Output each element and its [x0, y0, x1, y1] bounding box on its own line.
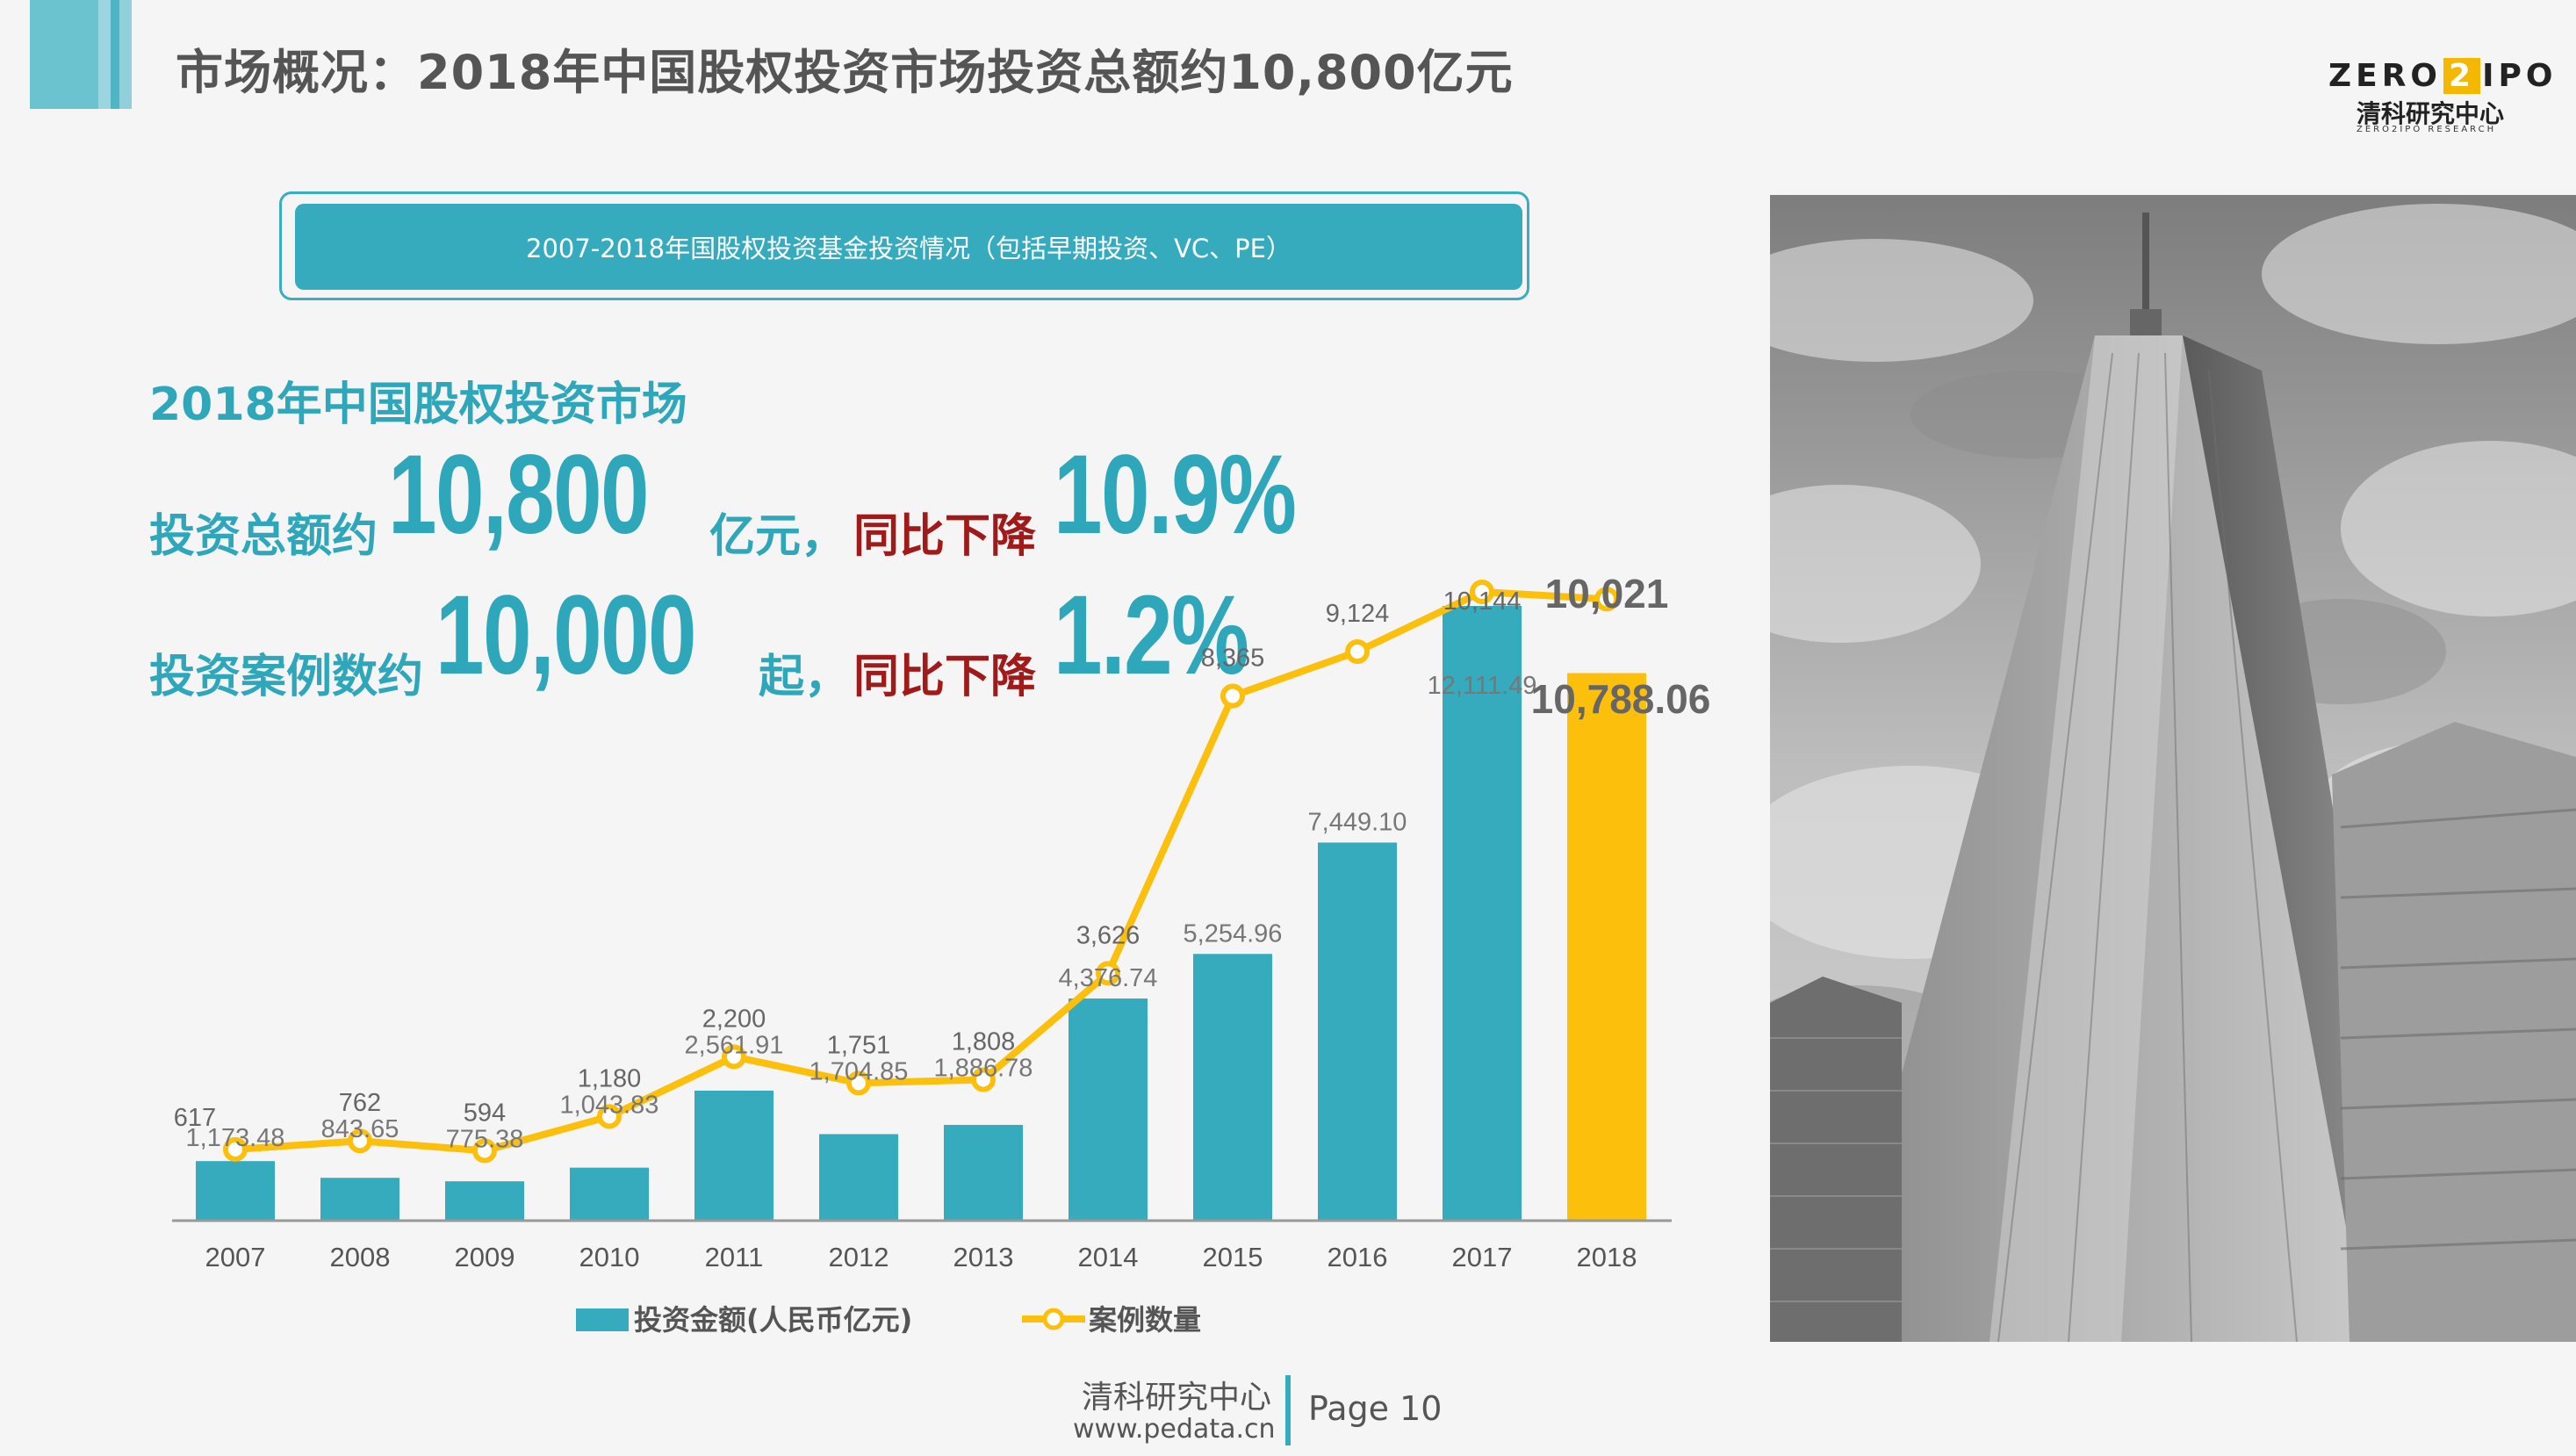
- headline-total-prefix: 投资总额约: [149, 510, 378, 563]
- line-value-label: 10,144: [1443, 587, 1522, 616]
- line-value-label: 3,626: [1076, 921, 1140, 949]
- line-value-label: 1,808: [952, 1028, 1016, 1056]
- x-tick-label: 2007: [205, 1242, 266, 1272]
- case-count-line: [234, 588, 1608, 1155]
- logo: ZERO 2 IPO: [2328, 58, 2557, 94]
- headline-cases-value: 10,000: [435, 573, 697, 698]
- line-point-2015: [1220, 683, 1245, 709]
- logo-word-left: ZERO: [2328, 58, 2443, 94]
- headline-total-unit: 亿元，: [709, 510, 847, 563]
- line-value-label: 617: [174, 1104, 216, 1132]
- logo-word-right: IPO: [2482, 58, 2558, 94]
- header-stripe-4: [119, 0, 132, 109]
- bar-value-label: 5,254.96: [1184, 919, 1283, 948]
- bar-2009: [445, 1181, 524, 1221]
- footer-divider: [1285, 1375, 1291, 1445]
- line-point-2014: [1096, 961, 1120, 986]
- line-value-label: 594: [464, 1099, 506, 1127]
- line-value-label: 1,180: [578, 1064, 642, 1092]
- bar-2007: [196, 1161, 275, 1221]
- bar-2012: [819, 1134, 898, 1221]
- bar-value-label: 1,704.85: [809, 1057, 909, 1085]
- line-value-label: 10,021: [1545, 571, 1669, 616]
- legend-bar-label: 投资金额(人民币亿元): [634, 1303, 912, 1337]
- line-point-2018: [1594, 587, 1619, 612]
- x-tick-label: 2018: [1577, 1242, 1637, 1272]
- x-tick-label: 2011: [705, 1242, 764, 1272]
- legend-line-marker: [1042, 1308, 1065, 1330]
- x-tick-label: 2012: [829, 1242, 889, 1272]
- bar-2016: [1318, 842, 1397, 1221]
- investment-chart: 2007 2008 2009 2010 2011 2012 2013 2014 2015 2016…: [172, 571, 1711, 1337]
- line-point-2007: [223, 1136, 248, 1162]
- line-value-label: 1,751: [827, 1031, 891, 1059]
- x-tick-label: 2015: [1203, 1242, 1263, 1272]
- headline-cases-prefix: 投资案例数约: [149, 651, 424, 703]
- bar-value-label: 10,788.06: [1531, 676, 1711, 722]
- bar-2018: [1567, 673, 1646, 1221]
- line-point-2011: [722, 1044, 746, 1070]
- bar-value-label: 1,043.83: [560, 1091, 659, 1119]
- headline-line-2: 投资总额约 10,800 亿元， 同比下降 10.9%: [149, 432, 1378, 564]
- header-stripe-3: [111, 0, 119, 109]
- page-title: 市场概况：2018年中国股权投资市场投资总额约10,800亿元: [176, 45, 1514, 100]
- bar-value-label: 775.38: [446, 1125, 524, 1153]
- chart-banner: 2007-2018年国股权投资基金投资情况（包括早期投资、VC、PE）: [295, 204, 1522, 290]
- x-tick-label: 2010: [579, 1242, 640, 1272]
- bar-value-label: 2,561.91: [685, 1031, 784, 1059]
- logo-en-text: ZERO2IPO RESEARCH: [2357, 125, 2497, 134]
- legend-line-label: 案例数量: [1089, 1303, 1201, 1337]
- legend-bar-swatch: [576, 1308, 629, 1331]
- bar-2013: [944, 1124, 1023, 1221]
- bar-2015: [1193, 954, 1272, 1221]
- line-point-2013: [971, 1067, 996, 1092]
- bar-value-label: 4,376.74: [1059, 964, 1158, 992]
- logo-cn-text: 清科研究中心: [2357, 99, 2505, 128]
- x-tick-label: 2008: [330, 1242, 391, 1272]
- bar-value-label: 1,173.48: [186, 1124, 285, 1152]
- header-stripe-2: [98, 0, 111, 109]
- headline-line-1: 2018年中国股权投资市场: [149, 378, 687, 431]
- headline-cases-change-label: 同比下降: [853, 651, 1037, 703]
- line-point-2009: [472, 1138, 497, 1164]
- line-value-label: 9,124: [1326, 600, 1390, 628]
- bar-value-label: 843.65: [321, 1115, 399, 1143]
- line-point-2016: [1345, 638, 1370, 664]
- bar-2011: [694, 1090, 774, 1221]
- headline-total-change: 10.9%: [1054, 432, 1297, 558]
- headline-total-change-label: 同比下降: [853, 510, 1037, 563]
- bar-2008: [320, 1178, 399, 1221]
- line-point-2012: [846, 1070, 871, 1096]
- line-point-2010: [597, 1104, 622, 1129]
- line-value-label: 8,365: [1201, 645, 1265, 673]
- bar-2014: [1069, 998, 1148, 1221]
- line-point-2008: [348, 1128, 372, 1154]
- x-tick-label: 2014: [1078, 1242, 1139, 1272]
- x-tick-label: 2017: [1452, 1242, 1513, 1272]
- headline-cases-unit: 起，: [759, 651, 851, 703]
- bar-2017: [1443, 606, 1522, 1221]
- headline-cases-change: 1.2%: [1054, 573, 1249, 698]
- headline-total-value: 10,800: [388, 432, 650, 558]
- header-stripe-1: [30, 0, 98, 109]
- bar-2010: [570, 1167, 649, 1221]
- bar-value-label: 7,449.10: [1308, 808, 1407, 836]
- line-value-label: 2,200: [702, 1005, 766, 1033]
- footer-org: 清科研究中心: [1082, 1380, 1272, 1416]
- x-tick-label: 2016: [1328, 1242, 1388, 1272]
- logo-word-mid: 2: [2443, 58, 2481, 94]
- line-value-label: 762: [339, 1089, 381, 1117]
- page-number: Page 10: [1308, 1389, 1443, 1428]
- x-tick-label: 2013: [953, 1242, 1014, 1272]
- banner-frame: [279, 191, 1529, 300]
- footer-url[interactable]: www.pedata.cn: [1073, 1414, 1276, 1445]
- bar-value-label: 1,886.78: [934, 1055, 1033, 1083]
- line-point-2017: [1470, 580, 1494, 604]
- skyscraper-photo: [1770, 195, 2576, 1342]
- headline-line-3: 投资案例数约 10,000 起， 同比下降 1.2%: [149, 573, 1378, 704]
- x-tick-label: 2009: [455, 1242, 515, 1272]
- bar-value-label: 12,111.49: [1428, 672, 1537, 700]
